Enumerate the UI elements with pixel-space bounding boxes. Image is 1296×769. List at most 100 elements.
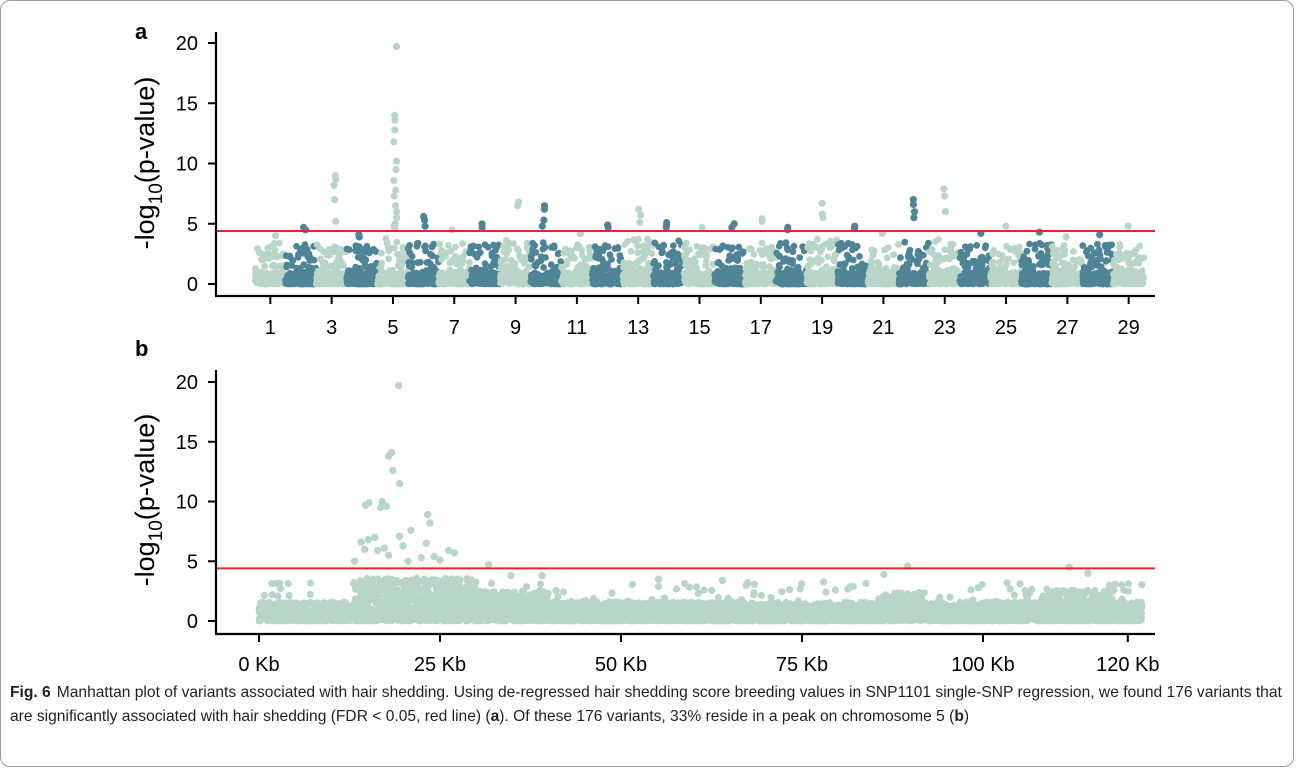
snp-point xyxy=(823,263,830,271)
snp-point xyxy=(658,277,666,285)
snp-peak-point xyxy=(783,226,792,234)
snp-point xyxy=(566,247,574,255)
snp-peak-point xyxy=(392,214,401,222)
snp-point xyxy=(776,263,783,271)
snp-point xyxy=(906,246,914,254)
snp-peak-point xyxy=(272,232,280,240)
snp-point xyxy=(962,263,969,271)
snp-point xyxy=(405,259,413,266)
snp-peak-point xyxy=(540,216,548,224)
snp-point xyxy=(1061,251,1068,258)
snp-point xyxy=(557,258,565,265)
snp-point xyxy=(574,271,582,279)
snp-point xyxy=(1021,280,1029,288)
snp-point xyxy=(540,264,547,271)
snp-point xyxy=(845,255,853,263)
snp-point xyxy=(1120,279,1128,287)
snp-point xyxy=(780,257,787,265)
snp-point xyxy=(1031,245,1039,253)
snp-point xyxy=(627,248,635,255)
snp-point xyxy=(539,239,547,247)
snp-point xyxy=(367,278,375,287)
snp-point xyxy=(469,275,477,283)
snp-point xyxy=(505,239,513,247)
snp-point xyxy=(907,256,915,263)
snp-point xyxy=(363,242,371,250)
snp-point xyxy=(437,250,445,257)
snp-point xyxy=(758,239,766,247)
snp-point xyxy=(1006,246,1014,254)
snp-point xyxy=(294,254,302,261)
snp-point xyxy=(941,246,949,254)
snp-point xyxy=(750,251,758,258)
snp-point xyxy=(809,240,817,248)
snp-peak-point xyxy=(758,217,766,225)
panel-a-x-tick-label: 7 xyxy=(449,317,460,339)
snp-point xyxy=(884,254,891,262)
snp-point xyxy=(1063,279,1071,287)
panel-a-x-tick-label: 13 xyxy=(627,317,649,339)
snp-point xyxy=(680,243,688,251)
snp-peak-point xyxy=(355,233,363,241)
chr-1-points xyxy=(251,232,289,288)
snp-point xyxy=(693,242,701,250)
snp-point xyxy=(856,278,864,287)
snp-point xyxy=(319,259,327,267)
snp-point xyxy=(427,250,434,258)
snp-point xyxy=(772,277,780,285)
snp-point xyxy=(682,257,690,265)
snp-point xyxy=(550,244,558,252)
snp-point xyxy=(481,260,489,267)
snp-point xyxy=(570,278,578,286)
snp-point xyxy=(641,271,649,280)
snp-point xyxy=(446,259,454,267)
snp-point xyxy=(295,276,303,284)
snp-point xyxy=(749,272,758,280)
snp-point xyxy=(884,244,892,252)
snp-point xyxy=(482,279,491,287)
snp-point xyxy=(545,273,553,281)
snp-point xyxy=(663,259,670,266)
snp-point xyxy=(683,250,690,257)
snp-point xyxy=(719,275,727,283)
snp-peak-point xyxy=(1124,222,1132,230)
snp-point xyxy=(425,273,433,281)
snp-point xyxy=(254,269,262,277)
snp-point xyxy=(928,245,936,253)
panel-a-points xyxy=(251,43,1148,288)
snp-point xyxy=(859,271,867,279)
snp-point xyxy=(973,242,981,249)
snp-point xyxy=(914,247,922,255)
snp-point xyxy=(1127,277,1135,285)
snp-point xyxy=(890,251,897,259)
snp-peak-point xyxy=(662,223,670,231)
snp-point xyxy=(815,279,823,287)
snp-point xyxy=(313,278,321,286)
snp-point xyxy=(1097,263,1105,271)
snp-point xyxy=(588,270,597,279)
snp-point xyxy=(406,242,413,249)
snp-point xyxy=(357,254,365,262)
snp-point xyxy=(459,240,466,247)
snp-point xyxy=(807,247,814,255)
snp-point xyxy=(408,252,416,260)
snp-point xyxy=(946,255,953,263)
snp-point xyxy=(1087,244,1095,252)
snp-point xyxy=(773,249,781,257)
snp-peak-point xyxy=(448,226,456,234)
panel-a-x-tick-label: 3 xyxy=(326,317,337,339)
snp-point xyxy=(325,246,333,253)
snp-point xyxy=(784,276,792,285)
snp-point xyxy=(743,269,751,277)
snp-peak-point xyxy=(330,181,338,189)
snp-point xyxy=(651,257,658,265)
snp-peak-point xyxy=(331,196,339,204)
snp-point xyxy=(881,270,890,278)
panel-a-x-tick-label: 25 xyxy=(995,317,1017,339)
snp-peak-point xyxy=(390,176,398,184)
snp-point xyxy=(271,246,279,254)
snp-peak-point xyxy=(391,202,400,210)
snp-point xyxy=(669,242,677,250)
snp-point xyxy=(328,262,335,270)
snp-point xyxy=(498,256,505,264)
